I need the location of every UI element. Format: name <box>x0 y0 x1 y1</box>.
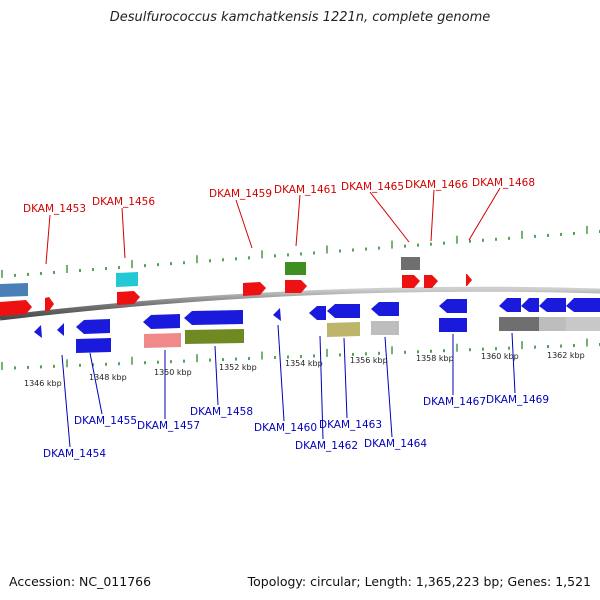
callout-line <box>295 194 301 247</box>
gene-feature-darkgray[interactable] <box>499 317 539 331</box>
callout-line <box>468 187 501 241</box>
gene-feature-olive[interactable] <box>185 329 244 344</box>
gene-feature-blue[interactable] <box>273 308 281 321</box>
callout-line <box>384 336 393 438</box>
gene-feature-blue[interactable] <box>184 310 243 325</box>
callout-line <box>45 214 51 265</box>
bottom-gene-labels: DKAM_1454 DKAM_1455 DKAM_1457 DKAM_1458 … <box>43 394 549 460</box>
accession-label: Accession: NC_011766 <box>9 574 152 589</box>
gene-label[interactable]: DKAM_1455 <box>74 415 137 427</box>
gene-feature-blue[interactable] <box>499 298 521 312</box>
gene-label[interactable]: DKAM_1462 <box>295 440 358 452</box>
gene-label[interactable]: DKAM_1464 <box>364 438 427 450</box>
gene-label[interactable]: DKAM_1460 <box>254 422 317 434</box>
callout-line <box>369 191 410 243</box>
gene-label[interactable]: DKAM_1467 <box>423 396 486 408</box>
gene-feature-red[interactable] <box>243 282 266 296</box>
gene-feature-khaki[interactable] <box>327 322 360 337</box>
kbp-tick-label: 1352 kbp <box>219 363 257 372</box>
kbp-tick-label: 1362 kbp <box>547 351 585 360</box>
gene-feature-green[interactable] <box>285 262 306 275</box>
gene-feature-blue[interactable] <box>439 318 467 332</box>
gene-label[interactable]: DKAM_1459 <box>209 188 272 200</box>
callout-line <box>89 352 103 415</box>
genome-backbone <box>0 286 600 321</box>
gene-feature-blue[interactable] <box>34 325 42 338</box>
gene-feature-red[interactable] <box>466 274 472 286</box>
kbp-tick-label: 1358 kbp <box>416 354 454 363</box>
gene-feature-salmon[interactable] <box>144 333 181 348</box>
callout-line <box>61 354 71 448</box>
gene-feature-blue[interactable] <box>76 338 111 353</box>
kbp-tick-label: 1346 kbp <box>24 379 62 388</box>
callout-line <box>277 324 285 422</box>
gene-label[interactable]: DKAM_1457 <box>137 420 200 432</box>
gene-label[interactable]: DKAM_1465 <box>341 181 404 193</box>
gene-label[interactable]: DKAM_1468 <box>472 177 535 189</box>
gene-feature-red[interactable] <box>0 300 32 316</box>
map-title: Desulfurococcus kamchatkensis 1221n, com… <box>109 10 491 25</box>
gene-track <box>0 257 600 353</box>
gene-feature-lightgray[interactable] <box>539 317 566 331</box>
gene-label[interactable]: DKAM_1466 <box>405 179 468 191</box>
kbp-tick-label: 1348 kbp <box>89 373 127 382</box>
kbp-tick-label: 1356 kbp <box>350 356 388 365</box>
gene-feature-red[interactable] <box>424 275 438 288</box>
gene-label[interactable]: DKAM_1463 <box>319 419 382 431</box>
gene-label[interactable]: DKAM_1469 <box>486 394 549 406</box>
kbp-tick-label: 1354 kbp <box>285 359 323 368</box>
callout-line <box>319 335 324 440</box>
callout-line <box>235 199 253 249</box>
gene-feature-blue[interactable] <box>539 298 566 312</box>
gene-feature-steelblue[interactable] <box>0 283 28 297</box>
gene-feature-blue[interactable] <box>521 298 539 312</box>
gene-feature-blue[interactable] <box>327 304 360 318</box>
kbp-tick-label: 1360 kbp <box>481 352 519 361</box>
gene-feature-darkgray[interactable] <box>401 257 420 270</box>
gene-feature-blue[interactable] <box>143 314 180 329</box>
gene-feature-blue[interactable] <box>76 319 110 334</box>
gene-label[interactable]: DKAM_1454 <box>43 448 106 460</box>
gene-feature-red[interactable] <box>285 280 307 293</box>
inner-tick-ring <box>1 338 600 370</box>
gene-feature-blue[interactable] <box>57 323 64 336</box>
gene-label[interactable]: DKAM_1461 <box>274 184 337 196</box>
position-labels: 1346 kbp 1348 kbp 1350 kbp 1352 kbp 1354… <box>24 351 585 388</box>
callout-line <box>214 345 219 406</box>
gene-feature-red[interactable] <box>402 275 420 288</box>
kbp-tick-label: 1350 kbp <box>154 368 192 377</box>
genome-summary: Topology: circular; Length: 1,365,223 bp… <box>247 574 591 589</box>
top-gene-labels: DKAM_1453 DKAM_1456 DKAM_1459 DKAM_1461 … <box>23 177 535 215</box>
gene-feature-blue[interactable] <box>371 302 399 316</box>
gene-feature-lightgray[interactable] <box>566 317 600 331</box>
gene-feature-lightgray[interactable] <box>371 321 399 335</box>
callout-line <box>343 337 348 419</box>
callout-lines <box>45 187 516 448</box>
callout-line <box>430 189 435 242</box>
gene-feature-blue[interactable] <box>439 299 467 313</box>
callout-line <box>511 332 516 394</box>
gene-label[interactable]: DKAM_1458 <box>190 406 253 418</box>
outer-tick-ring <box>1 225 600 278</box>
gene-feature-blue[interactable] <box>566 298 600 312</box>
gene-feature-cyan[interactable] <box>116 272 138 287</box>
gene-label[interactable]: DKAM_1453 <box>23 203 86 215</box>
callout-line <box>121 207 126 259</box>
gene-feature-red[interactable] <box>45 297 54 311</box>
gene-feature-blue[interactable] <box>309 306 326 320</box>
gene-feature-red[interactable] <box>117 291 140 305</box>
gene-label[interactable]: DKAM_1456 <box>92 196 155 208</box>
